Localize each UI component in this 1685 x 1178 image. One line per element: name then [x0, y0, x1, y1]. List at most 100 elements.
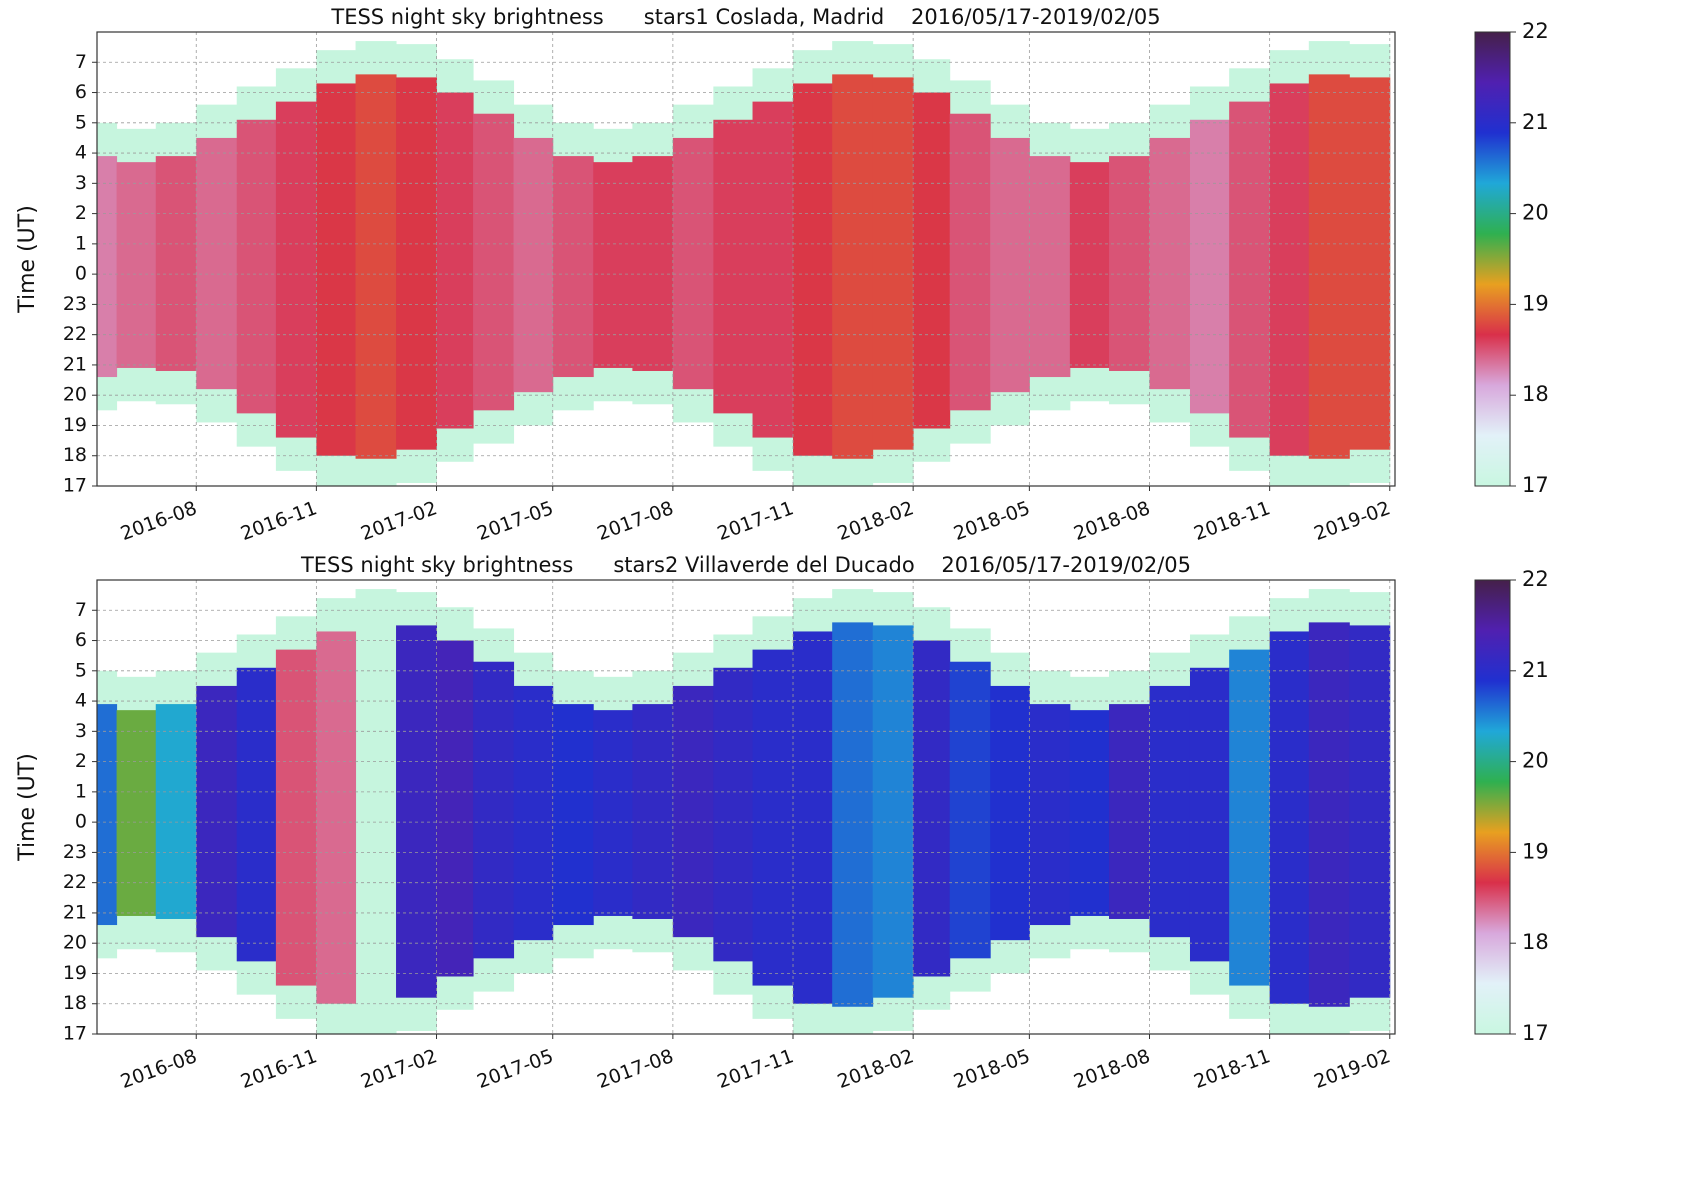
night-column — [473, 661, 515, 959]
x-tick-label: 2018-11 — [1191, 1045, 1273, 1093]
night-column — [155, 704, 197, 919]
y-tick-label: 17 — [63, 1023, 87, 1045]
colorbar — [1474, 579, 1511, 1035]
night-column — [116, 710, 157, 916]
y-tick-label: 7 — [75, 599, 87, 621]
night-column — [793, 83, 833, 456]
x-tick-label: 2017-05 — [474, 497, 556, 545]
night-column — [1269, 83, 1310, 456]
y-tick-label: 18 — [63, 444, 87, 466]
twilight-band — [355, 589, 397, 1034]
night-column — [1149, 137, 1191, 390]
y-tick-label: 17 — [63, 475, 87, 497]
night-column — [1229, 101, 1271, 438]
night-column — [1308, 622, 1350, 1007]
colorbar-tick-label: 17 — [1522, 1021, 1549, 1045]
night-column — [1308, 74, 1350, 459]
plot-frame — [96, 579, 1396, 1035]
night-column — [275, 649, 317, 986]
y-tick-label: 1 — [75, 232, 87, 254]
x-tick-label: 2018-05 — [951, 1045, 1033, 1093]
night-column — [713, 667, 754, 962]
y-tick-label: 5 — [75, 111, 87, 133]
night-column — [949, 113, 991, 411]
night-column — [1029, 156, 1071, 378]
night-column — [1109, 156, 1151, 371]
y-tick-label: 3 — [75, 172, 87, 194]
night-column — [236, 119, 277, 414]
x-tick-label: 2018-05 — [951, 497, 1033, 545]
night-column — [436, 640, 474, 977]
x-tick-label: 2017-08 — [594, 1045, 676, 1093]
night-column — [632, 704, 674, 919]
y-tick-label: 21 — [63, 353, 87, 375]
y-tick-label: 3 — [75, 720, 87, 742]
x-tick-label: 2017-08 — [594, 497, 676, 545]
night-column — [1349, 77, 1391, 450]
y-tick-label: 6 — [75, 629, 87, 651]
night-column — [1349, 625, 1391, 998]
night-column — [872, 625, 914, 998]
night-column — [752, 101, 794, 438]
night-column — [632, 156, 674, 371]
colorbar-tick-label: 18 — [1522, 382, 1549, 406]
night-column — [513, 685, 554, 941]
night-column — [196, 685, 238, 938]
x-tick-label: 2019-02 — [1311, 1045, 1393, 1093]
x-tick-label: 2017-02 — [358, 497, 440, 545]
y-tick-label: 19 — [63, 962, 87, 984]
x-tick-label: 2017-11 — [714, 497, 796, 545]
night-column — [872, 77, 914, 450]
x-tick-label: 2017-05 — [474, 1045, 556, 1093]
night-column — [316, 83, 357, 456]
plot-area — [97, 589, 1391, 1034]
night-column — [672, 685, 714, 938]
night-column — [1029, 704, 1071, 926]
night-column — [593, 710, 633, 916]
night-column — [913, 640, 951, 977]
plot-frame — [96, 31, 1396, 487]
y-axis-label: Time (UT) — [15, 753, 40, 862]
night-column — [196, 137, 238, 390]
night-column — [236, 667, 277, 962]
y-tick-label: 19 — [63, 414, 87, 436]
colorbar-tick-label: 18 — [1522, 930, 1549, 954]
night-column — [473, 113, 515, 411]
y-tick-label: 0 — [75, 263, 87, 285]
night-column — [832, 74, 874, 459]
night-column — [97, 704, 118, 926]
night-column — [1189, 667, 1230, 962]
night-column — [355, 74, 397, 459]
x-tick-label: 2016-11 — [238, 1045, 320, 1093]
y-tick-label: 1 — [75, 780, 87, 802]
night-column — [552, 704, 594, 926]
x-tick-label: 2018-02 — [835, 1045, 917, 1093]
night-column — [949, 661, 991, 959]
colorbar-tick-label: 17 — [1522, 473, 1549, 497]
night-column — [913, 92, 951, 429]
y-tick-label: 5 — [75, 659, 87, 681]
x-tick-label: 2018-08 — [1071, 497, 1153, 545]
y-axis-label: Time (UT) — [15, 205, 40, 314]
night-column — [1109, 704, 1151, 919]
x-tick-label: 2017-02 — [358, 1045, 440, 1093]
x-tick-label: 2017-11 — [714, 1045, 796, 1093]
x-tick-label: 2016-08 — [118, 1045, 200, 1093]
night-column — [97, 156, 118, 378]
y-tick-label: 4 — [75, 690, 87, 712]
x-tick-label: 2016-08 — [118, 497, 200, 545]
colorbar-tick-label: 20 — [1522, 749, 1549, 773]
chart-title: TESS night sky brightness stars1 Coslada… — [330, 5, 1160, 29]
x-tick-label: 2019-02 — [1311, 497, 1393, 545]
colorbar-tick-label: 19 — [1522, 839, 1549, 863]
night-column — [275, 101, 317, 438]
night-column — [1149, 685, 1191, 938]
colorbar-tick-label: 21 — [1522, 110, 1549, 134]
colorbar-tick-label: 21 — [1522, 658, 1549, 682]
night-column — [116, 162, 157, 368]
night-column — [752, 649, 794, 986]
y-tick-label: 18 — [63, 992, 87, 1014]
x-tick-label: 2018-11 — [1191, 497, 1273, 545]
night-column — [552, 156, 594, 378]
